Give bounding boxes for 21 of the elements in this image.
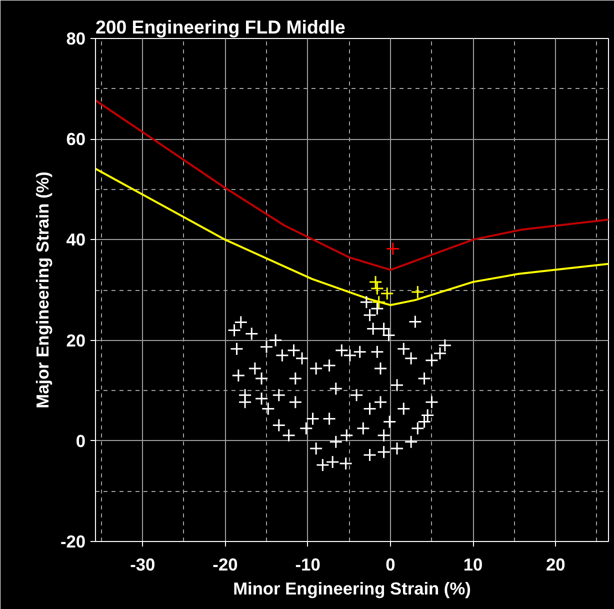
point xyxy=(368,275,382,289)
x-tick-label: -10 xyxy=(295,554,320,574)
y-tick-label: -20 xyxy=(60,532,86,552)
chart-title: 200 Engineering FLD Middle xyxy=(96,16,346,38)
x-tick-label: 20 xyxy=(546,554,566,574)
y-axis-title: Major Engineering Strain (%) xyxy=(32,172,52,408)
point xyxy=(370,282,384,296)
x-tick-label: 10 xyxy=(463,554,483,574)
point xyxy=(386,242,400,256)
x-axis-title: Minor Engineering Strain (%) xyxy=(233,578,471,598)
line-series xyxy=(96,99,608,271)
x-tick-label: -20 xyxy=(212,554,238,574)
y-tick-label: 40 xyxy=(66,230,86,250)
x-tick-label: -30 xyxy=(130,554,156,574)
y-tick-label: 0 xyxy=(76,430,86,451)
y-tick-label: 80 xyxy=(66,28,86,48)
point xyxy=(410,285,424,299)
x-tick-label: 0 xyxy=(386,554,396,574)
line-series xyxy=(96,168,608,306)
y-tick-label: 20 xyxy=(66,330,86,350)
y-tick-label: 60 xyxy=(66,129,86,150)
